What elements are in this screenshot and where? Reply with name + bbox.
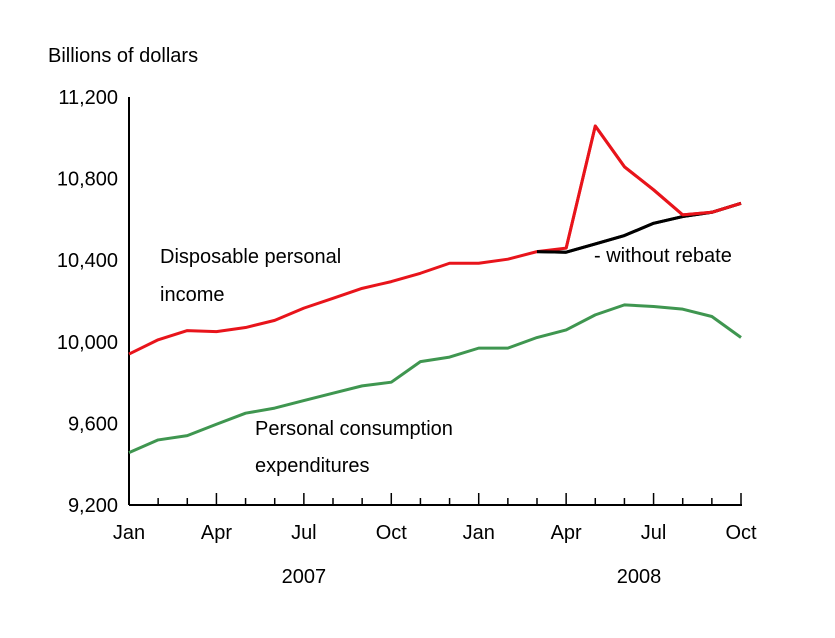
y-tick-label: 10,800 bbox=[57, 169, 118, 191]
x-tick-label: Apr bbox=[201, 522, 232, 544]
y-tick-label: 10,400 bbox=[57, 250, 118, 272]
series-label-dpi-line2: income bbox=[160, 284, 224, 306]
y-tick-label: 9,200 bbox=[68, 495, 118, 517]
y-tick-label: 11,200 bbox=[58, 87, 118, 109]
y-axis-label: Billions of dollars bbox=[48, 45, 198, 67]
series-label-dpi-line1: Disposable personal bbox=[160, 246, 341, 268]
series-label-pce-line1: Personal consumption bbox=[255, 418, 453, 440]
y-tick-label: 9,600 bbox=[68, 413, 118, 435]
series-line-personal-consumption-expenditures bbox=[128, 303, 742, 454]
x-tick-label: Jan bbox=[113, 522, 145, 544]
series-label-pce-line2: expenditures bbox=[255, 455, 370, 477]
y-tick-label: 10,000 bbox=[57, 332, 118, 354]
x-tick-label: Jul bbox=[641, 522, 667, 544]
year-label: 2007 bbox=[282, 566, 327, 588]
x-tick-label: Apr bbox=[551, 522, 582, 544]
x-tick-label: Jan bbox=[463, 522, 495, 544]
x-tick-label: Jul bbox=[291, 522, 317, 544]
series-line-disposable-personal-income bbox=[128, 124, 742, 356]
series-line-rebate-spike bbox=[564, 124, 742, 249]
x-tick-label: Oct bbox=[725, 522, 757, 544]
x-tick-label: Oct bbox=[376, 522, 408, 544]
series-label-without-rebate: - without rebate bbox=[594, 245, 732, 267]
year-label: 2008 bbox=[617, 566, 662, 588]
